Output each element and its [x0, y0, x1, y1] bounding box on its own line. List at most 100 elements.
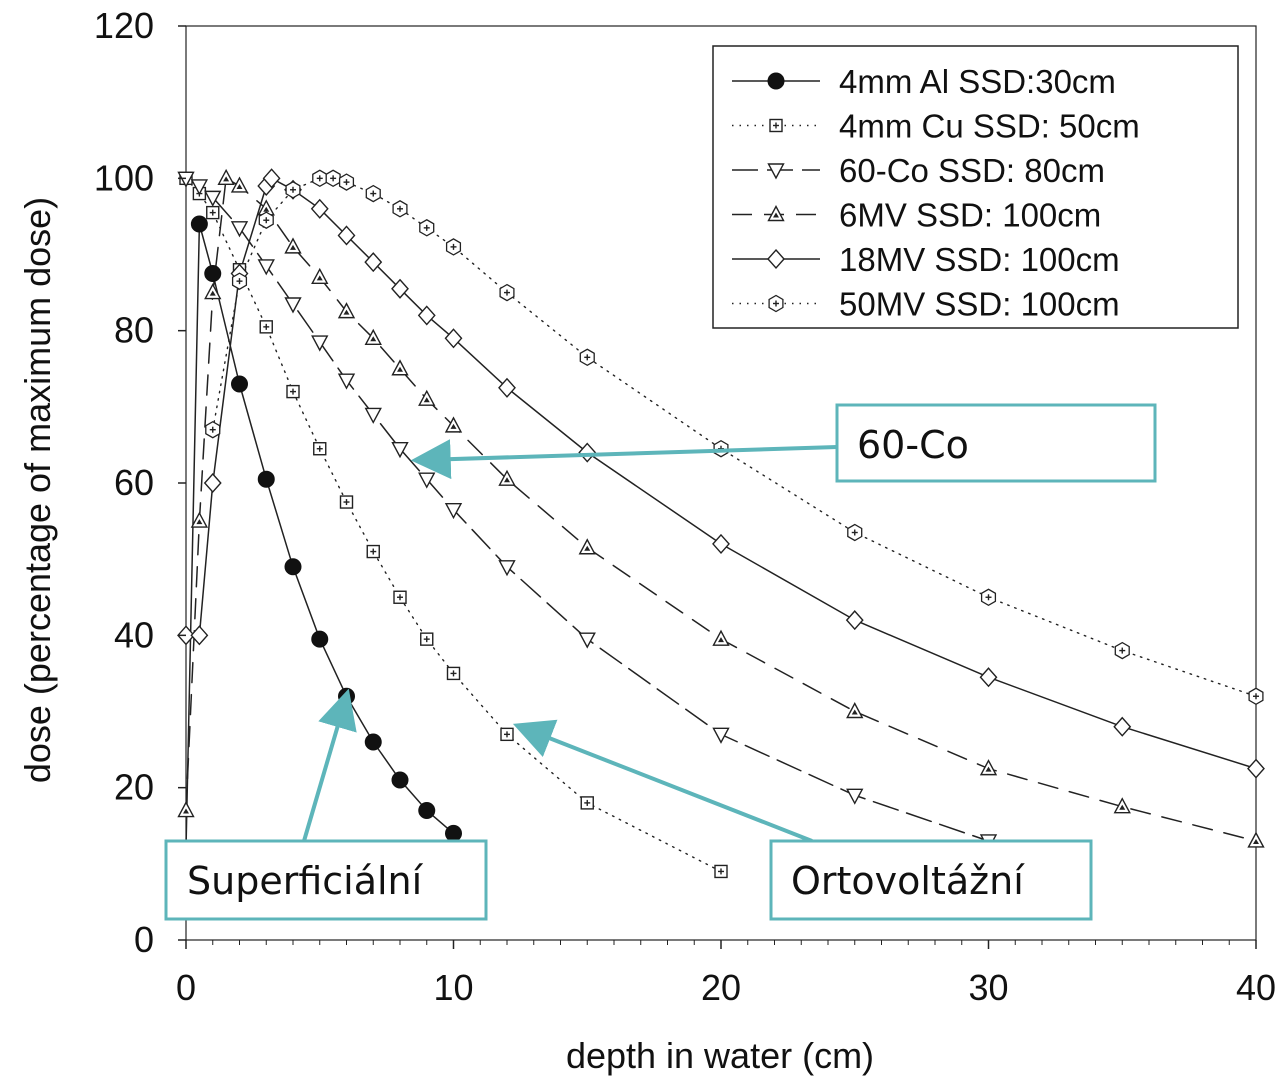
- data-point-s4: [391, 359, 409, 376]
- data-point-s5: [364, 252, 383, 273]
- data-point-s5: [979, 667, 998, 688]
- data-point-s4: [712, 629, 730, 646]
- data-point-s3: [846, 788, 864, 805]
- data-point-s4: [444, 416, 463, 433]
- data-point-s5: [190, 625, 209, 646]
- data-point-s2: [339, 495, 354, 509]
- data-point-s2: [206, 205, 220, 220]
- data-point-s1: [445, 824, 462, 842]
- data-point-s6: [980, 588, 997, 607]
- data-point-s4: [230, 176, 249, 193]
- data-point-s1: [284, 558, 302, 576]
- data-point-s5: [310, 198, 329, 219]
- data-point-s4: [418, 389, 436, 406]
- annotation-arrow: [410, 439, 838, 480]
- data-point-s2: [580, 796, 594, 810]
- data-point-s1: [204, 265, 222, 283]
- legend-label: 4mm Al SSD:30cm: [839, 63, 1116, 100]
- data-point-s3: [177, 171, 195, 188]
- y-tick-label: 60: [114, 462, 154, 503]
- data-point-s3: [311, 335, 329, 352]
- x-tick-label: 30: [968, 967, 1008, 1008]
- x-axis-label: depth in water (cm): [566, 1035, 874, 1076]
- legend-marker: [767, 248, 785, 270]
- data-point-s4: [846, 702, 864, 719]
- data-point-s3: [364, 407, 382, 424]
- data-point-s5: [1113, 716, 1132, 737]
- legend-marker: [768, 294, 784, 313]
- data-point-s6: [445, 238, 462, 256]
- data-point-s2: [259, 320, 273, 334]
- series-line-5: [185, 177, 1257, 770]
- annotation-label: Superficiální: [187, 859, 424, 903]
- y-tick-label: 20: [114, 767, 154, 808]
- legend-marker: [769, 118, 783, 133]
- series-line-2: [185, 177, 722, 873]
- data-point-s4: [177, 801, 195, 818]
- legend-label: 18MV SSD: 100cm: [839, 241, 1120, 278]
- data-point-s5: [578, 442, 597, 463]
- data-point-s4: [498, 469, 516, 486]
- annotation-label: Ortovoltážní: [791, 859, 1025, 903]
- data-point-s3: [257, 259, 275, 276]
- data-point-s6: [419, 219, 435, 237]
- series-line-4: [185, 177, 1257, 842]
- data-point-s2: [286, 384, 300, 399]
- y-tick-label: 40: [114, 614, 154, 655]
- annotation-box: [769, 839, 1093, 921]
- data-point-s3: [284, 297, 302, 314]
- data-point-s6: [392, 200, 408, 218]
- x-tick-label: 20: [701, 967, 741, 1008]
- data-point-s6: [1248, 687, 1264, 706]
- data-point-s4: [1247, 831, 1265, 848]
- data-point-s2: [714, 864, 728, 879]
- data-point-s2: [313, 442, 327, 456]
- data-point-s1: [257, 470, 275, 488]
- legend-label: 4mm Cu SSD: 50cm: [839, 108, 1140, 145]
- legend-label: 60-Co SSD: 80cm: [839, 152, 1105, 189]
- y-tick-label: 120: [94, 5, 154, 46]
- data-point-s5: [391, 278, 409, 299]
- data-point-s2: [420, 632, 434, 646]
- data-point-s4: [1113, 797, 1131, 814]
- data-point-s6: [579, 348, 595, 367]
- data-point-s6: [847, 523, 863, 542]
- data-point-s5: [1247, 758, 1265, 779]
- data-point-s3: [190, 179, 209, 196]
- data-point-s6: [499, 283, 515, 302]
- annotation-box: [164, 839, 488, 921]
- data-point-s1: [190, 215, 208, 233]
- data-point-s4: [190, 511, 209, 528]
- data-point-s4: [311, 267, 329, 285]
- data-point-s6: [285, 181, 301, 199]
- data-point-s1: [418, 802, 436, 820]
- data-point-s5: [417, 305, 436, 326]
- axes-layer: 0 10 20 30 40 0 20 40 60 80 100 120: [94, 5, 1276, 1008]
- data-point-s6: [338, 173, 355, 191]
- data-point-s1: [391, 771, 409, 789]
- data-point-s5: [845, 610, 864, 631]
- data-point-s6: [325, 169, 341, 188]
- data-point-s2: [446, 666, 461, 681]
- annotation-box: [835, 403, 1157, 483]
- legend-marker: [767, 163, 785, 180]
- legend-marker: [767, 205, 785, 222]
- data-point-s5: [337, 225, 356, 246]
- series-line-6: [212, 177, 1257, 697]
- x-tick-label: 0: [176, 967, 196, 1008]
- legend-label: 50MV SSD: 100cm: [839, 286, 1120, 323]
- data-point-s4: [204, 283, 222, 300]
- data-point-s4: [284, 237, 302, 254]
- data-point-s5: [444, 328, 463, 349]
- data-point-s4: [578, 538, 596, 555]
- data-point-s3: [204, 190, 222, 207]
- x-tick-label: 40: [1236, 967, 1276, 1008]
- data-point-s5: [498, 377, 516, 398]
- data-point-s5: [203, 472, 222, 494]
- legend: 4mm Al SSD:30cm 4mm Cu SSD: 50cm 60-Co SSD…: [712, 45, 1239, 329]
- annotation-label: 60-Co: [857, 423, 969, 467]
- annotations-layer: 60-Co Superficiální Ortovoltážní: [164, 403, 1157, 921]
- data-point-s2: [393, 590, 407, 604]
- data-point-s3: [578, 632, 596, 649]
- data-point-s6: [258, 211, 274, 229]
